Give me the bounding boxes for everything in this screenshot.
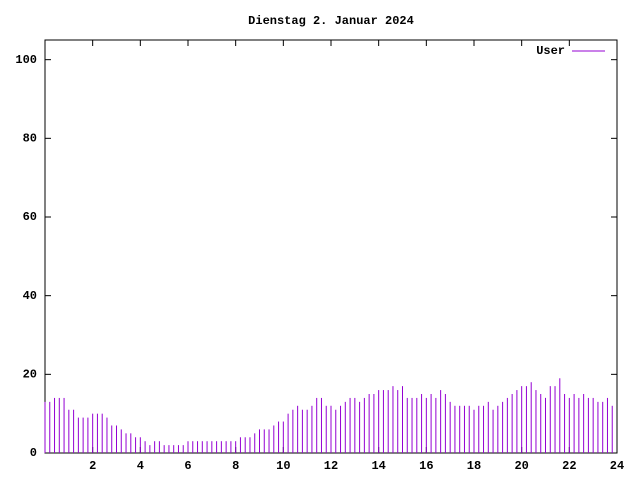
x-tick-label: 22 bbox=[562, 459, 576, 473]
x-tick-label: 2 bbox=[89, 459, 96, 473]
y-tick-label: 20 bbox=[23, 368, 37, 382]
x-tick-label: 16 bbox=[419, 459, 433, 473]
x-tick-label: 18 bbox=[467, 459, 481, 473]
x-tick-label: 6 bbox=[184, 459, 191, 473]
y-tick-label: 40 bbox=[23, 289, 37, 303]
x-tick-label: 20 bbox=[514, 459, 528, 473]
x-tick-label: 8 bbox=[232, 459, 239, 473]
x-tick-label: 12 bbox=[324, 459, 338, 473]
y-tick-label: 100 bbox=[15, 53, 37, 67]
chart-title: Dienstag 2. Januar 2024 bbox=[248, 14, 414, 28]
legend-label: User bbox=[536, 44, 565, 58]
x-tick-label: 4 bbox=[137, 459, 144, 473]
y-tick-label: 60 bbox=[23, 210, 37, 224]
y-tick-label: 0 bbox=[30, 446, 37, 460]
x-tick-label: 24 bbox=[610, 459, 624, 473]
x-tick-label: 10 bbox=[276, 459, 290, 473]
y-tick-label: 80 bbox=[23, 132, 37, 146]
x-tick-label: 14 bbox=[371, 459, 385, 473]
